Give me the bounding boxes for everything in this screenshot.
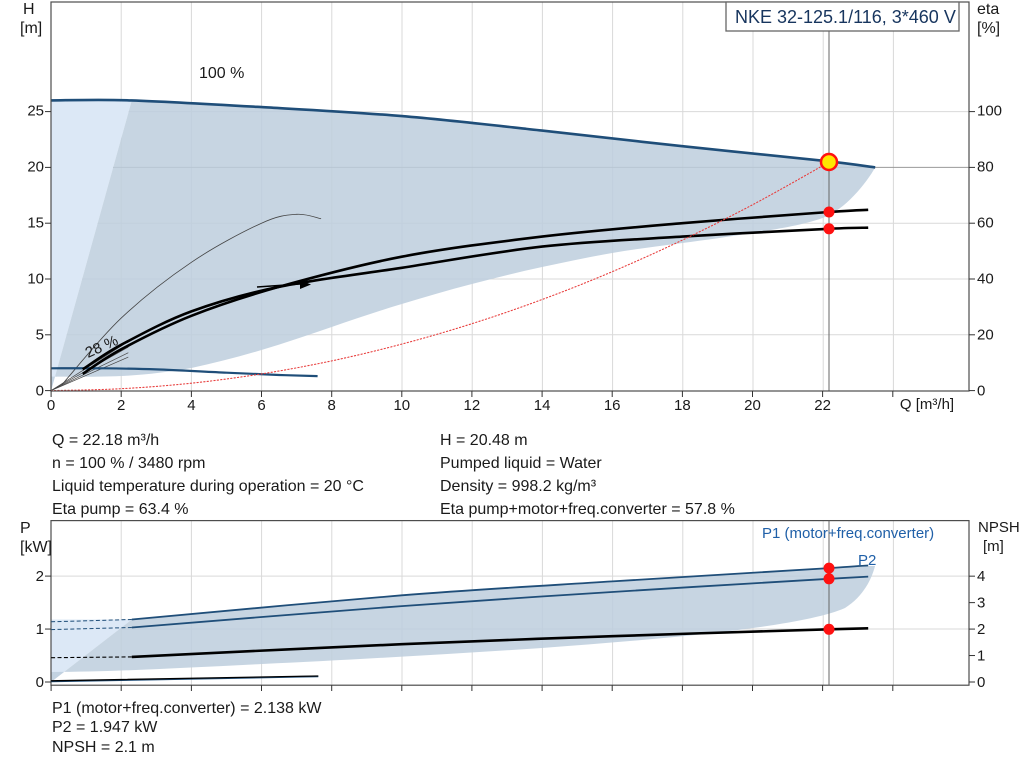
svg-text:3: 3 (977, 595, 985, 612)
svg-text:1: 1 (36, 621, 44, 638)
svg-text:NPSH: NPSH (978, 519, 1020, 536)
svg-text:1: 1 (977, 648, 985, 665)
svg-text:2: 2 (977, 621, 985, 638)
svg-text:P1 (motor+freq.converter): P1 (motor+freq.converter) (762, 525, 934, 542)
svg-text:0: 0 (977, 674, 985, 691)
svg-text:0: 0 (36, 674, 44, 691)
svg-text:P: P (20, 520, 31, 537)
svg-text:4: 4 (977, 568, 985, 585)
svg-text:P2: P2 (858, 552, 876, 569)
svg-text:[m]: [m] (983, 538, 1004, 555)
svg-text:[kW]: [kW] (20, 539, 52, 556)
svg-text:2: 2 (36, 568, 44, 585)
